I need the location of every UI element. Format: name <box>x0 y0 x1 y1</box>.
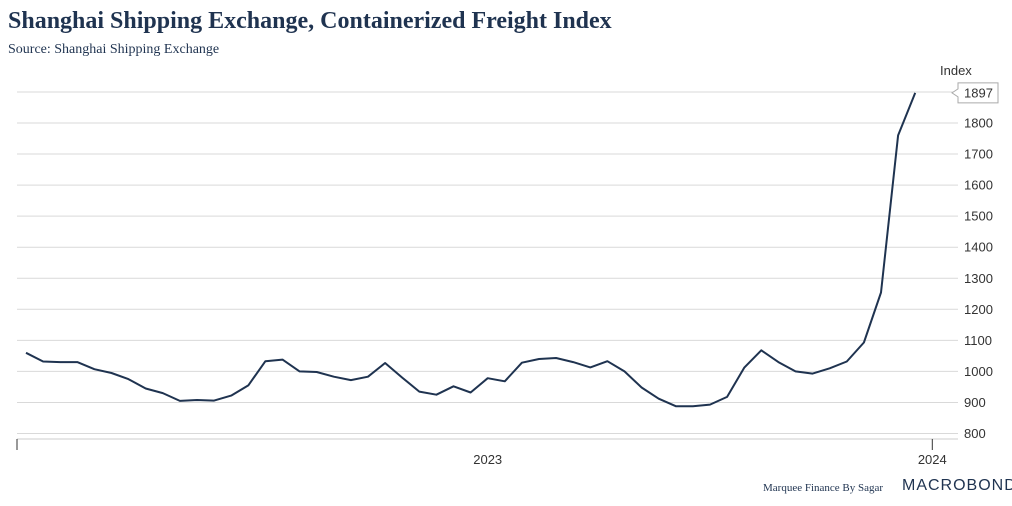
series-line-freight-index <box>25 92 917 408</box>
chart-source: Source: Shanghai Shipping Exchange <box>8 42 220 57</box>
x-axis-ticks: 2023 2024 <box>16 439 947 467</box>
y-tick-label: 1300 <box>964 271 993 286</box>
y-tick-label: 1000 <box>964 364 993 379</box>
last-value-label: 1897 <box>964 85 993 100</box>
x-tick-label-2023: 2023 <box>473 452 502 467</box>
y-tick-label: 800 <box>964 426 986 441</box>
gridlines <box>17 91 958 434</box>
y-tick-label: 1800 <box>964 116 993 131</box>
y-tick-label: 900 <box>964 395 986 410</box>
y-axis-ticks: 800 900 1000 1100 1200 1300 1400 1500 1600 1700 18… <box>964 116 993 442</box>
y-tick-label: 1100 <box>964 333 992 348</box>
y-axis-label: Index <box>940 63 972 78</box>
x-tick-label-2024: 2024 <box>918 452 947 467</box>
y-tick-label: 1500 <box>964 209 993 224</box>
last-value-box <box>951 82 999 104</box>
y-tick-label: 1700 <box>964 147 993 162</box>
y-tick-label: 1400 <box>964 240 993 255</box>
footer-credit: Marquee Finance By Sagar <box>763 482 884 494</box>
chart-title: Shanghai Shipping Exchange, Containerize… <box>8 8 612 34</box>
last-value-callout: 1897 <box>951 82 999 104</box>
y-tick-label: 1600 <box>964 178 993 193</box>
y-tick-label: 1200 <box>964 302 993 317</box>
footer-brand-logo: MACROBOND <box>902 477 1012 494</box>
